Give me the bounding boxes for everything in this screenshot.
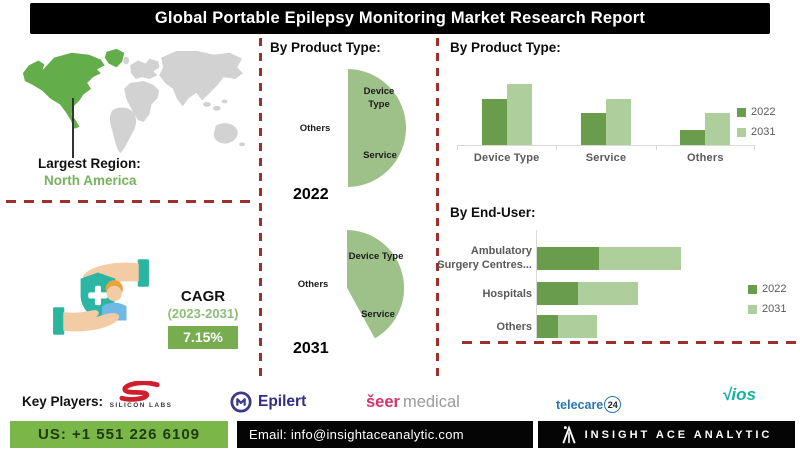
bar-2022-service bbox=[581, 112, 606, 145]
africa-shape bbox=[124, 81, 160, 122]
bar-category-label: Service bbox=[585, 152, 627, 164]
seer-text: šeer bbox=[366, 393, 400, 411]
pie-2022-label-service: Service bbox=[363, 150, 397, 161]
insight-ace-logo-icon bbox=[562, 425, 576, 444]
vios-logo: √ios bbox=[722, 385, 756, 405]
epilert-logo: Epilert bbox=[230, 391, 306, 413]
pie-2031-label-others: Others bbox=[297, 279, 329, 290]
legend-swatch bbox=[748, 284, 757, 294]
enduser-category-label: Hospitals bbox=[482, 288, 532, 300]
telecare-text: telecare bbox=[556, 397, 604, 412]
key-players-label: Key Players: bbox=[22, 394, 104, 409]
product-type-bar-chart bbox=[457, 50, 755, 150]
pie-2022-svg bbox=[346, 67, 408, 189]
pie-2031-label-service: Service bbox=[361, 309, 395, 320]
divider-horizontal-left bbox=[6, 200, 254, 203]
legend-swatch bbox=[737, 127, 746, 137]
phone-contact-button[interactable]: US: +1 551 226 6109 bbox=[10, 421, 228, 448]
cagr-label: CAGR bbox=[180, 288, 226, 305]
vios-text: ios bbox=[731, 385, 756, 404]
legend-item-2022: 2022 bbox=[737, 106, 775, 118]
pie-2031-svg bbox=[345, 227, 407, 341]
bar-2022-device-type bbox=[481, 99, 507, 145]
enduser-section-title: By End-User: bbox=[450, 205, 536, 220]
region-pointer-line bbox=[72, 98, 74, 158]
hbar-2022-ambulatory-surgery-centres- bbox=[537, 247, 599, 270]
divider-horizontal-right bbox=[462, 341, 796, 344]
vios-check-icon: √ bbox=[722, 385, 732, 404]
epilert-text: Epilert bbox=[258, 393, 307, 410]
south-america-shape bbox=[109, 107, 137, 154]
hbar-2022-others bbox=[537, 315, 558, 338]
bar-2031-others bbox=[705, 112, 731, 145]
epilert-icon bbox=[230, 391, 252, 413]
telecare-24-badge: 24 bbox=[604, 396, 622, 413]
largest-region-value: North America bbox=[44, 173, 137, 188]
europe-shape bbox=[130, 58, 160, 80]
divider-vertical-left bbox=[259, 38, 262, 378]
seer-medical-text: medical bbox=[402, 393, 460, 411]
cagr-value-badge: 7.15% bbox=[168, 326, 238, 349]
report-title: Global Portable Epilepsy Monitoring Mark… bbox=[30, 3, 770, 34]
pie-2022-year: 2022 bbox=[293, 186, 329, 203]
silicon-labs-logo: SILICON LABS bbox=[104, 381, 178, 409]
legend-item-2022: 2022 bbox=[748, 283, 786, 295]
hbar-2031-ambulatory-surgery-centres- bbox=[598, 247, 681, 270]
cagr-period: (2023-2031) bbox=[167, 306, 239, 321]
bar-2022-others bbox=[680, 129, 706, 145]
australia-shape bbox=[213, 123, 238, 144]
divider-vertical-right bbox=[436, 38, 439, 378]
pie-2031-year: 2031 bbox=[293, 340, 329, 357]
greenland-shape bbox=[104, 48, 125, 68]
bar-chart-legend: 2022 2031 bbox=[737, 106, 775, 146]
bar-chart-category-labels: Device Type Service Others bbox=[457, 152, 755, 164]
enduser-category-label: Others bbox=[496, 321, 532, 333]
largest-region-label: Largest Region: bbox=[38, 156, 141, 171]
bar-section-title: By Product Type: bbox=[450, 40, 561, 55]
bar-chart-baseline bbox=[457, 145, 755, 146]
pie-2022-label-device-type: Device Type bbox=[363, 86, 395, 110]
hbar-2031-hospitals bbox=[578, 282, 639, 305]
telecare24-logo: telecare 24 bbox=[556, 396, 622, 413]
bar-2031-device-type bbox=[506, 84, 532, 145]
pie-slice-others bbox=[346, 67, 408, 189]
world-map bbox=[22, 48, 245, 154]
hbar-2022-hospitals bbox=[537, 282, 579, 305]
care-hands-shield-icon bbox=[53, 259, 149, 335]
bar-2031-service bbox=[606, 99, 631, 145]
bar-category-label: Device Type bbox=[473, 152, 540, 164]
asia-shape bbox=[159, 50, 244, 107]
silicon-labs-text: SILICON LABS bbox=[109, 402, 173, 409]
north-america-shape bbox=[22, 52, 105, 129]
legend-item-2031: 2031 bbox=[737, 126, 775, 138]
enduser-category-label: Ambulatory Surgery Centres... bbox=[437, 245, 532, 272]
pie-chart-2022: Device Type Service Others bbox=[285, 66, 409, 190]
seer-medical-logo: šeer medical bbox=[366, 393, 460, 412]
legend-swatch bbox=[748, 304, 757, 314]
silicon-labs-swoosh-icon bbox=[119, 381, 160, 402]
legend-swatch bbox=[737, 107, 746, 117]
bar-category-label: Others bbox=[686, 152, 724, 164]
enduser-chart-legend: 2022 2031 bbox=[748, 283, 786, 323]
legend-item-2031: 2031 bbox=[748, 303, 786, 315]
email-contact-button[interactable]: Email: info@insightaceanalytic.com bbox=[237, 421, 533, 448]
hbar-2031-others bbox=[557, 315, 598, 338]
pie-section-title: By Product Type: bbox=[270, 40, 381, 55]
company-brand-bar: INSIGHT ACE ANALYTIC bbox=[538, 421, 795, 448]
pie-slice-others bbox=[345, 227, 407, 341]
enduser-axis-line bbox=[536, 230, 537, 338]
pie-chart-2031: Device Type Service Others bbox=[285, 227, 407, 349]
pie-2031-label-device-type: Device Type bbox=[348, 251, 404, 262]
company-name: INSIGHT ACE ANALYTIC bbox=[584, 428, 773, 441]
pie-2022-label-others: Others bbox=[299, 123, 331, 134]
